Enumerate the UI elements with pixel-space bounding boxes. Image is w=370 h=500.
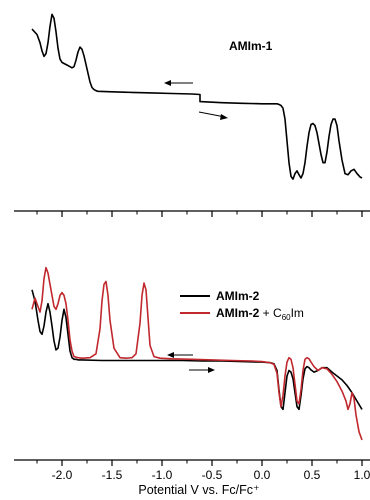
legend-label-tail: Im [291, 306, 304, 320]
lower-series-group [31, 266, 363, 441]
legend: AMIm-2 AMIm-2 + C60Im [180, 289, 304, 322]
upper-scan-direction-arrows [164, 80, 228, 120]
legend-label-subscript: 60 [282, 313, 291, 322]
legend-label-plus-part: + C [259, 306, 282, 320]
upper-arrow-left [164, 80, 193, 86]
x-axis-label: Potential V vs. Fc/Fc⁺ [138, 483, 259, 497]
x-tick-label: 0.5 [304, 468, 321, 482]
lower-series-line-0 [31, 289, 363, 411]
lower-arrow-left [167, 352, 193, 358]
upper-series-group [31, 13, 363, 180]
x-tick-label: -0.5 [202, 468, 223, 482]
lower-arrow-right [189, 367, 215, 373]
legend-label-amim2: AMIm-2 [216, 289, 260, 303]
x-tick-label: 1.0 [354, 468, 370, 482]
upper-x-ticks [36, 211, 363, 217]
lower-x-ticks [36, 460, 363, 466]
x-tick-label: -2.0 [52, 468, 73, 482]
x-tick-label: -1.5 [102, 468, 123, 482]
upper-series-line-0 [31, 13, 363, 180]
x-tick-label: 0.0 [254, 468, 271, 482]
lower-x-tick-labels: -2.0 -1.5 -1.0 -0.5 0.0 0.5 1.0 [52, 468, 370, 482]
legend-label-amim2-c60im: AMIm-2 + C60Im [216, 306, 304, 322]
lower-scan-direction-arrows [167, 352, 215, 373]
lower-series-line-1 [31, 266, 363, 441]
upper-arrow-right [198, 111, 228, 120]
legend-label-bold-part: AMIm-2 [216, 306, 260, 320]
upper-panel: AMIm-1 [14, 13, 370, 217]
lower-panel: -2.0 -1.5 -1.0 -0.5 0.0 0.5 1.0 Potential V vs… [14, 266, 370, 497]
x-tick-label: -1.0 [152, 468, 173, 482]
upper-annotation-label: AMIm-1 [229, 39, 273, 53]
